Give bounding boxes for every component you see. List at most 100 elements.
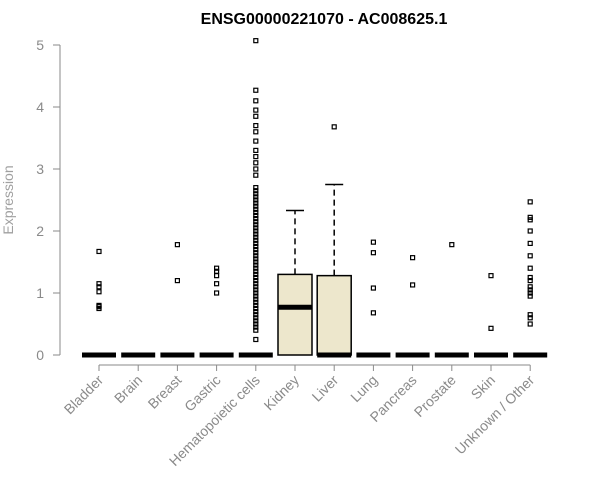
outlier-point [527, 315, 533, 321]
outlier-point [253, 234, 259, 240]
box-group [199, 265, 234, 358]
outlier-point [253, 197, 259, 203]
outlier-point [253, 253, 259, 259]
outlier-point [253, 225, 259, 231]
outlier-point [527, 199, 533, 205]
box-group [238, 38, 273, 358]
box-group [434, 242, 469, 358]
outlier-point [488, 273, 494, 279]
outlier-point [96, 302, 102, 308]
box [316, 274, 352, 356]
outlier-point [253, 305, 259, 312]
box-group [316, 124, 352, 358]
outlier-point [253, 98, 259, 104]
x-tick-label: Brain [111, 372, 145, 406]
outlier-point [253, 38, 259, 44]
outlier-point [370, 310, 376, 316]
outlier-point [253, 243, 259, 250]
outlier-point [253, 309, 259, 315]
y-tick-label: 0 [36, 347, 44, 363]
outlier-point [253, 327, 259, 333]
outlier-point [253, 154, 259, 160]
outlier-point [253, 231, 259, 237]
outlier-point [253, 240, 259, 246]
outlier-point [214, 265, 220, 271]
outlier-point [253, 160, 259, 166]
outlier-point [253, 209, 259, 215]
outlier-point [96, 248, 102, 255]
outlier-point [96, 281, 102, 287]
outlier-point [253, 219, 259, 225]
outlier-point [253, 265, 259, 271]
outlier-point [253, 237, 259, 243]
outlier-point [253, 87, 259, 93]
outlier-point [214, 268, 220, 274]
outlier-point [253, 284, 259, 290]
chart-title: ENSG00000221070 - AC008625.1 [201, 11, 448, 28]
outlier-point [253, 336, 259, 343]
outlier-point [449, 242, 455, 248]
outlier-point [253, 147, 259, 153]
box-group [474, 273, 508, 358]
x-tick-label: Prostate [411, 372, 459, 420]
box-group [395, 255, 430, 358]
outlier-point [174, 242, 180, 248]
outlier-point [214, 281, 220, 287]
outlier-point [253, 262, 259, 268]
outlier-point [253, 216, 259, 222]
x-tick-label: Skin [468, 372, 499, 403]
outlier-point [253, 194, 259, 200]
outlier-point [253, 290, 259, 296]
outlier-point [253, 206, 259, 212]
outlier-point [370, 239, 376, 245]
plot-area [82, 38, 548, 358]
outlier-point [253, 318, 259, 324]
x-tick-label: Lung [347, 372, 380, 405]
outlier-point [253, 312, 259, 318]
outlier-point [253, 250, 259, 256]
outlier-point [253, 315, 259, 321]
x-tick-label: Breast [145, 372, 185, 412]
outlier-point [527, 214, 533, 220]
box-group [356, 239, 391, 358]
outlier-point [527, 284, 533, 290]
x-tick-label: Liver [309, 372, 342, 405]
y-tick-label: 4 [36, 99, 44, 115]
outlier-point [174, 278, 180, 284]
outlier-point [96, 289, 102, 295]
outlier-point [410, 282, 416, 288]
outlier-point [527, 253, 533, 259]
outlier-point [527, 287, 533, 293]
outlier-point [370, 250, 376, 256]
outlier-point [253, 321, 259, 327]
outlier-point [410, 255, 416, 261]
outlier-point [527, 321, 533, 327]
outlier-point [527, 290, 533, 296]
outlier-point [253, 247, 259, 253]
box-group [160, 242, 195, 358]
outlier-point [253, 122, 259, 129]
outlier-point [253, 129, 259, 135]
outlier-point [253, 113, 259, 119]
outlier-point [253, 212, 259, 219]
outlier-point [253, 274, 259, 281]
outlier-point [253, 200, 259, 206]
outlier-point [253, 107, 259, 113]
outlier-point [527, 274, 533, 281]
outlier-point [527, 293, 533, 299]
outlier-point [253, 293, 259, 299]
outlier-point [96, 284, 102, 290]
outlier-point [253, 268, 259, 274]
outlier-point [253, 287, 259, 293]
outlier-point [253, 278, 259, 284]
outlier-point [253, 271, 259, 277]
outlier-point [370, 285, 376, 291]
box-group [82, 248, 116, 358]
outlier-point [253, 188, 259, 194]
outlier-point [253, 166, 259, 172]
x-tick-label: Kidney [261, 372, 303, 414]
outlier-point [253, 222, 259, 228]
outlier-point [253, 259, 259, 265]
